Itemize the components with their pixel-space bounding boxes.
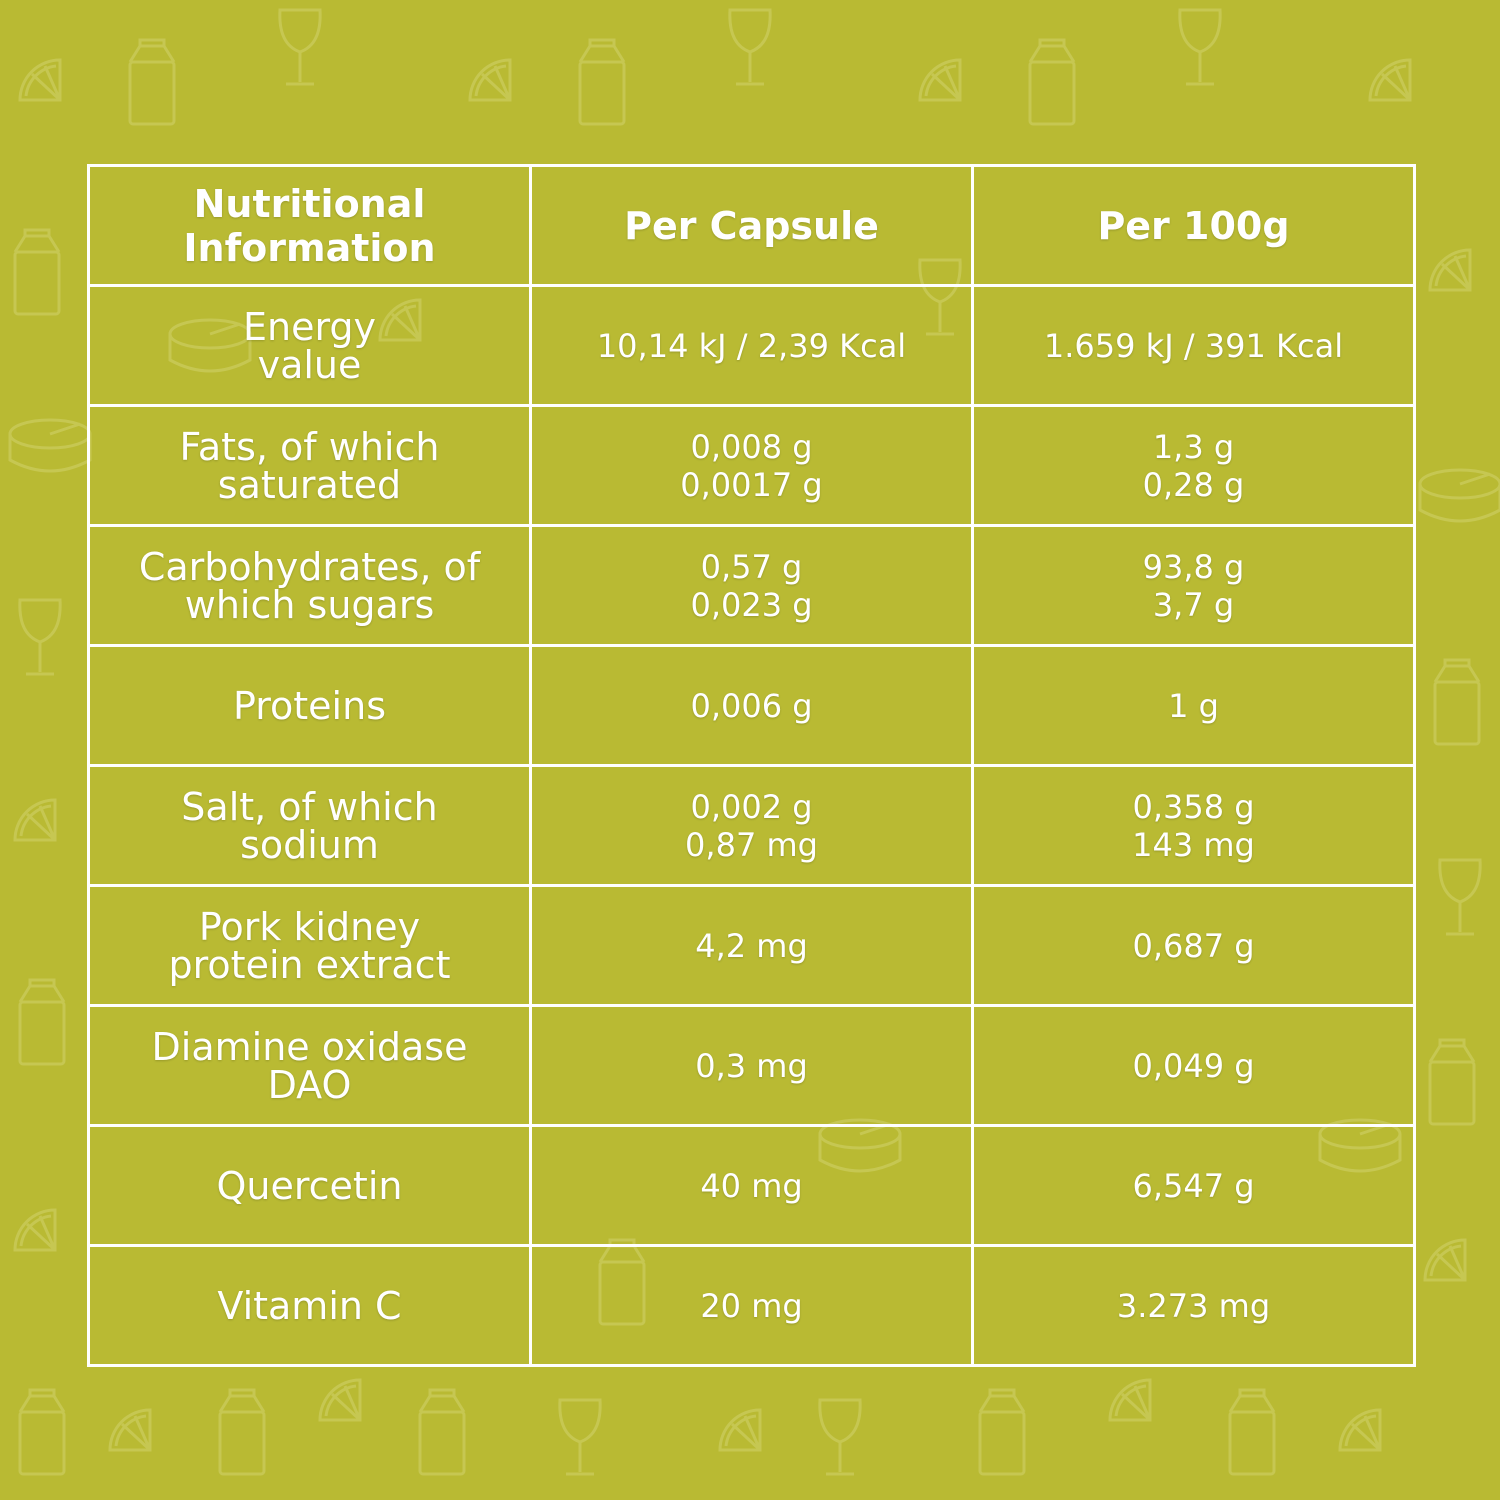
table-header-row: Nutritional Information Per Capsule Per …: [87, 164, 1416, 287]
per-100g-value: 0,687 g: [971, 884, 1416, 1007]
header-per-capsule: Per Capsule: [529, 164, 974, 287]
per-capsule-value-line: 4,2 mg: [695, 926, 808, 965]
per-100g-value: 1.659 kJ / 391 Kcal: [971, 284, 1416, 407]
per-100g-value-line: 0,358 g: [1132, 787, 1255, 826]
per-capsule-value-line: 0,008 g: [690, 427, 813, 466]
per-100g-value: 3.273 mg: [971, 1244, 1416, 1367]
per-100g-value-line: 0,049 g: [1132, 1046, 1255, 1085]
table-row: Quercetin 40 mg 6,547 g: [87, 1124, 1416, 1247]
header-per-100g: Per 100g: [971, 164, 1416, 287]
nutrition-table-container: Nutritional Information Per Capsule Per …: [87, 164, 1416, 1367]
per-capsule-value-line: 0,023 g: [690, 585, 813, 624]
per-100g-value-line: 3,7 g: [1152, 585, 1235, 624]
nutrient-label: Pork kidney protein extract: [87, 884, 532, 1007]
per-capsule-value-line: 10,14 kJ / 2,39 Kcal: [596, 326, 907, 365]
per-capsule-value: 20 mg: [529, 1244, 974, 1367]
nutrient-label: Diamine oxidase DAO: [87, 1004, 532, 1127]
nutrient-label-line: Energy: [242, 304, 377, 349]
per-100g-value-line: 1 g: [1168, 686, 1219, 725]
per-100g-value-line: 143 mg: [1132, 825, 1255, 864]
per-capsule-value-line: 0,0017 g: [680, 465, 823, 504]
nutrient-label: Energy value: [87, 284, 532, 407]
per-100g-value-line: 6,547 g: [1132, 1166, 1255, 1205]
nutrient-label: Quercetin: [87, 1124, 532, 1247]
nutrient-label-line: which sugars: [184, 582, 435, 627]
per-100g-value-line: 3.273 mg: [1116, 1286, 1271, 1325]
per-capsule-value: 0,002 g 0,87 mg: [529, 764, 974, 887]
header-line: Nutritional: [193, 181, 426, 226]
per-capsule-value: 0,008 g 0,0017 g: [529, 404, 974, 527]
nutrient-label-line: Pork kidney: [198, 904, 421, 949]
nutrient-label-line: DAO: [267, 1062, 352, 1107]
table-row: Vitamin C 20 mg 3.273 mg: [87, 1244, 1416, 1367]
nutrient-label-line: value: [257, 342, 362, 387]
header-nutritional-information: Nutritional Information: [87, 164, 532, 287]
per-capsule-value: 0,006 g: [529, 644, 974, 767]
per-100g-value: 1 g: [971, 644, 1416, 767]
nutrient-label-line: Salt, of which: [181, 784, 438, 829]
nutrient-label-line: protein extract: [168, 942, 451, 987]
nutrient-label-line: Diamine oxidase: [151, 1024, 468, 1069]
per-capsule-value: 0,57 g 0,023 g: [529, 524, 974, 647]
nutrient-label: Salt, of which sodium: [87, 764, 532, 887]
per-capsule-value: 0,3 mg: [529, 1004, 974, 1127]
nutrient-label: Proteins: [87, 644, 532, 767]
per-capsule-value: 40 mg: [529, 1124, 974, 1247]
table-row: Fats, of which saturated 0,008 g 0,0017 g 1,…: [87, 404, 1416, 527]
nutrient-label-line: Proteins: [232, 683, 386, 728]
nutrient-label-line: saturated: [217, 462, 402, 507]
table-row: Proteins 0,006 g 1 g: [87, 644, 1416, 767]
nutrient-label-line: Vitamin C: [217, 1283, 402, 1328]
nutrition-table: Nutritional Information Per Capsule Per …: [87, 164, 1416, 1367]
per-100g-value-line: 1.659 kJ / 391 Kcal: [1043, 326, 1344, 365]
nutrient-label-line: sodium: [240, 822, 379, 867]
per-100g-value-line: 0,687 g: [1132, 926, 1255, 965]
per-capsule-value: 10,14 kJ / 2,39 Kcal: [529, 284, 974, 407]
nutrient-label: Vitamin C: [87, 1244, 532, 1367]
per-100g-value-line: 93,8 g: [1142, 547, 1245, 586]
per-100g-value: 93,8 g 3,7 g: [971, 524, 1416, 647]
per-capsule-value-line: 20 mg: [700, 1286, 803, 1325]
table-row: Pork kidney protein extract 4,2 mg 0,687 g: [87, 884, 1416, 1007]
per-capsule-value: 4,2 mg: [529, 884, 974, 1007]
per-capsule-value-line: 0,57 g: [700, 547, 803, 586]
per-100g-value-line: 0,28 g: [1142, 465, 1245, 504]
nutrient-label: Fats, of which saturated: [87, 404, 532, 527]
table-row: Energy value 10,14 kJ / 2,39 Kcal 1.659 kJ …: [87, 284, 1416, 407]
per-100g-value: 6,547 g: [971, 1124, 1416, 1247]
header-line: Information: [183, 225, 436, 270]
per-capsule-value-line: 40 mg: [700, 1166, 803, 1205]
table-row: Carbohydrates, of which sugars 0,57 g 0,023…: [87, 524, 1416, 647]
per-capsule-value-line: 0,87 mg: [685, 825, 818, 864]
per-100g-value: 0,049 g: [971, 1004, 1416, 1127]
per-100g-value: 1,3 g 0,28 g: [971, 404, 1416, 527]
nutrient-label-line: Fats, of which: [179, 424, 440, 469]
per-capsule-value-line: 0,002 g: [690, 787, 813, 826]
per-100g-value: 0,358 g 143 mg: [971, 764, 1416, 887]
per-100g-value-line: 1,3 g: [1152, 427, 1235, 466]
nutrient-label: Carbohydrates, of which sugars: [87, 524, 532, 647]
per-capsule-value-line: 0,3 mg: [695, 1046, 808, 1085]
table-row: Diamine oxidase DAO 0,3 mg 0,049 g: [87, 1004, 1416, 1127]
nutrient-label-line: Quercetin: [216, 1163, 403, 1208]
nutrient-label-line: Carbohydrates, of: [138, 544, 481, 589]
per-capsule-value-line: 0,006 g: [690, 686, 813, 725]
table-row: Salt, of which sodium 0,002 g 0,87 mg 0,358 …: [87, 764, 1416, 887]
